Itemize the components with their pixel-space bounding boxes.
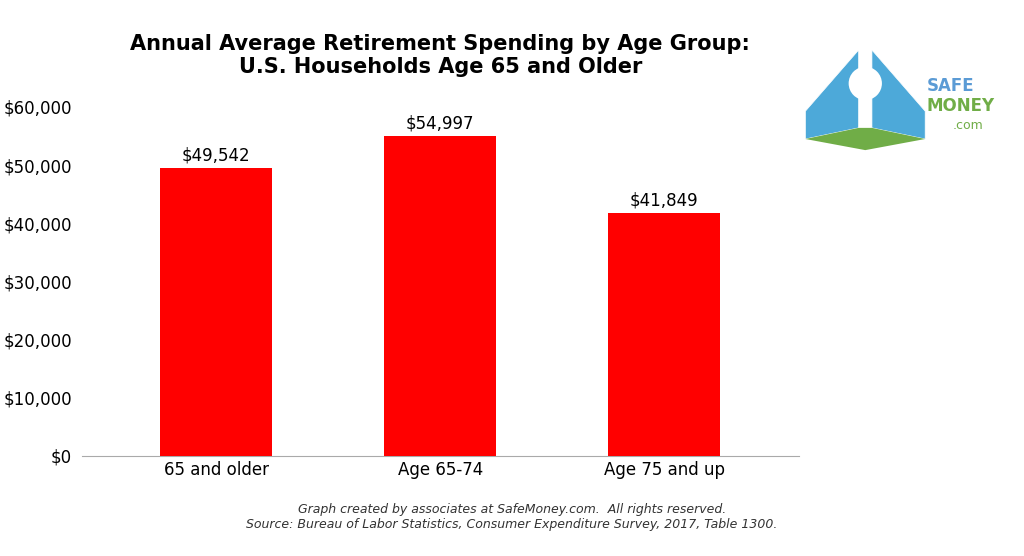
Text: $49,542: $49,542 xyxy=(182,146,251,164)
Text: .com: .com xyxy=(952,118,983,132)
Bar xyxy=(608,212,720,456)
Polygon shape xyxy=(872,50,926,139)
Text: MONEY: MONEY xyxy=(927,97,995,115)
Text: Graph created by associates at SafeMoney.com.  All rights reserved.
Source: Bure: Graph created by associates at SafeMoney… xyxy=(247,503,777,531)
Text: Annual Average Retirement Spending by Age Group:
U.S. Households Age 65 and Olde: Annual Average Retirement Spending by Ag… xyxy=(130,34,751,77)
Bar xyxy=(384,136,497,456)
Text: $54,997: $54,997 xyxy=(407,115,474,132)
Text: $41,849: $41,849 xyxy=(630,191,698,209)
Ellipse shape xyxy=(849,67,882,100)
Text: SAFE: SAFE xyxy=(927,77,975,95)
Polygon shape xyxy=(805,128,926,150)
Bar xyxy=(161,168,272,456)
Polygon shape xyxy=(805,50,858,139)
